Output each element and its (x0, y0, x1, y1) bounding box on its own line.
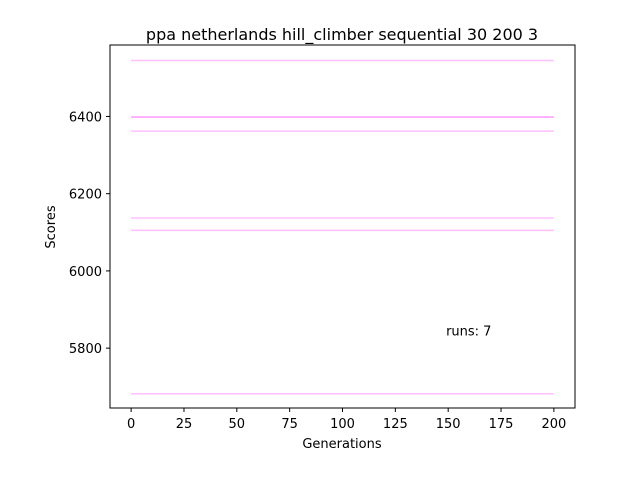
annotations: runs: 7 (446, 324, 491, 339)
x-tick-label: 175 (489, 417, 514, 432)
x-tick-label: 125 (383, 417, 408, 432)
x-tick-label: 75 (281, 417, 298, 432)
x-tick-label: 25 (176, 417, 193, 432)
x-axis-label: Generations (302, 437, 382, 452)
runs-annotation: runs: 7 (446, 324, 491, 339)
x-tick-label: 0 (127, 417, 135, 432)
chart-title: ppa netherlands hill_climber sequential … (146, 25, 538, 45)
y-tick-label: 5800 (69, 342, 102, 357)
y-tick-label: 6000 (69, 265, 102, 280)
x-tick-label: 50 (229, 417, 246, 432)
x-tick-label: 200 (541, 417, 566, 432)
y-tick-label: 6400 (69, 110, 102, 125)
y-axis-ticks: 5800 6000 6200 6400 (69, 110, 110, 357)
plot-lines (131, 59, 554, 395)
y-axis-label: Scores (44, 205, 59, 248)
y-tick-label: 6200 (69, 188, 102, 203)
x-tick-label: 150 (436, 417, 461, 432)
x-axis-ticks: 0 25 50 75 100 125 150 175 200 (127, 408, 566, 432)
plot-frame (109, 44, 576, 409)
x-tick-label: 100 (330, 417, 355, 432)
